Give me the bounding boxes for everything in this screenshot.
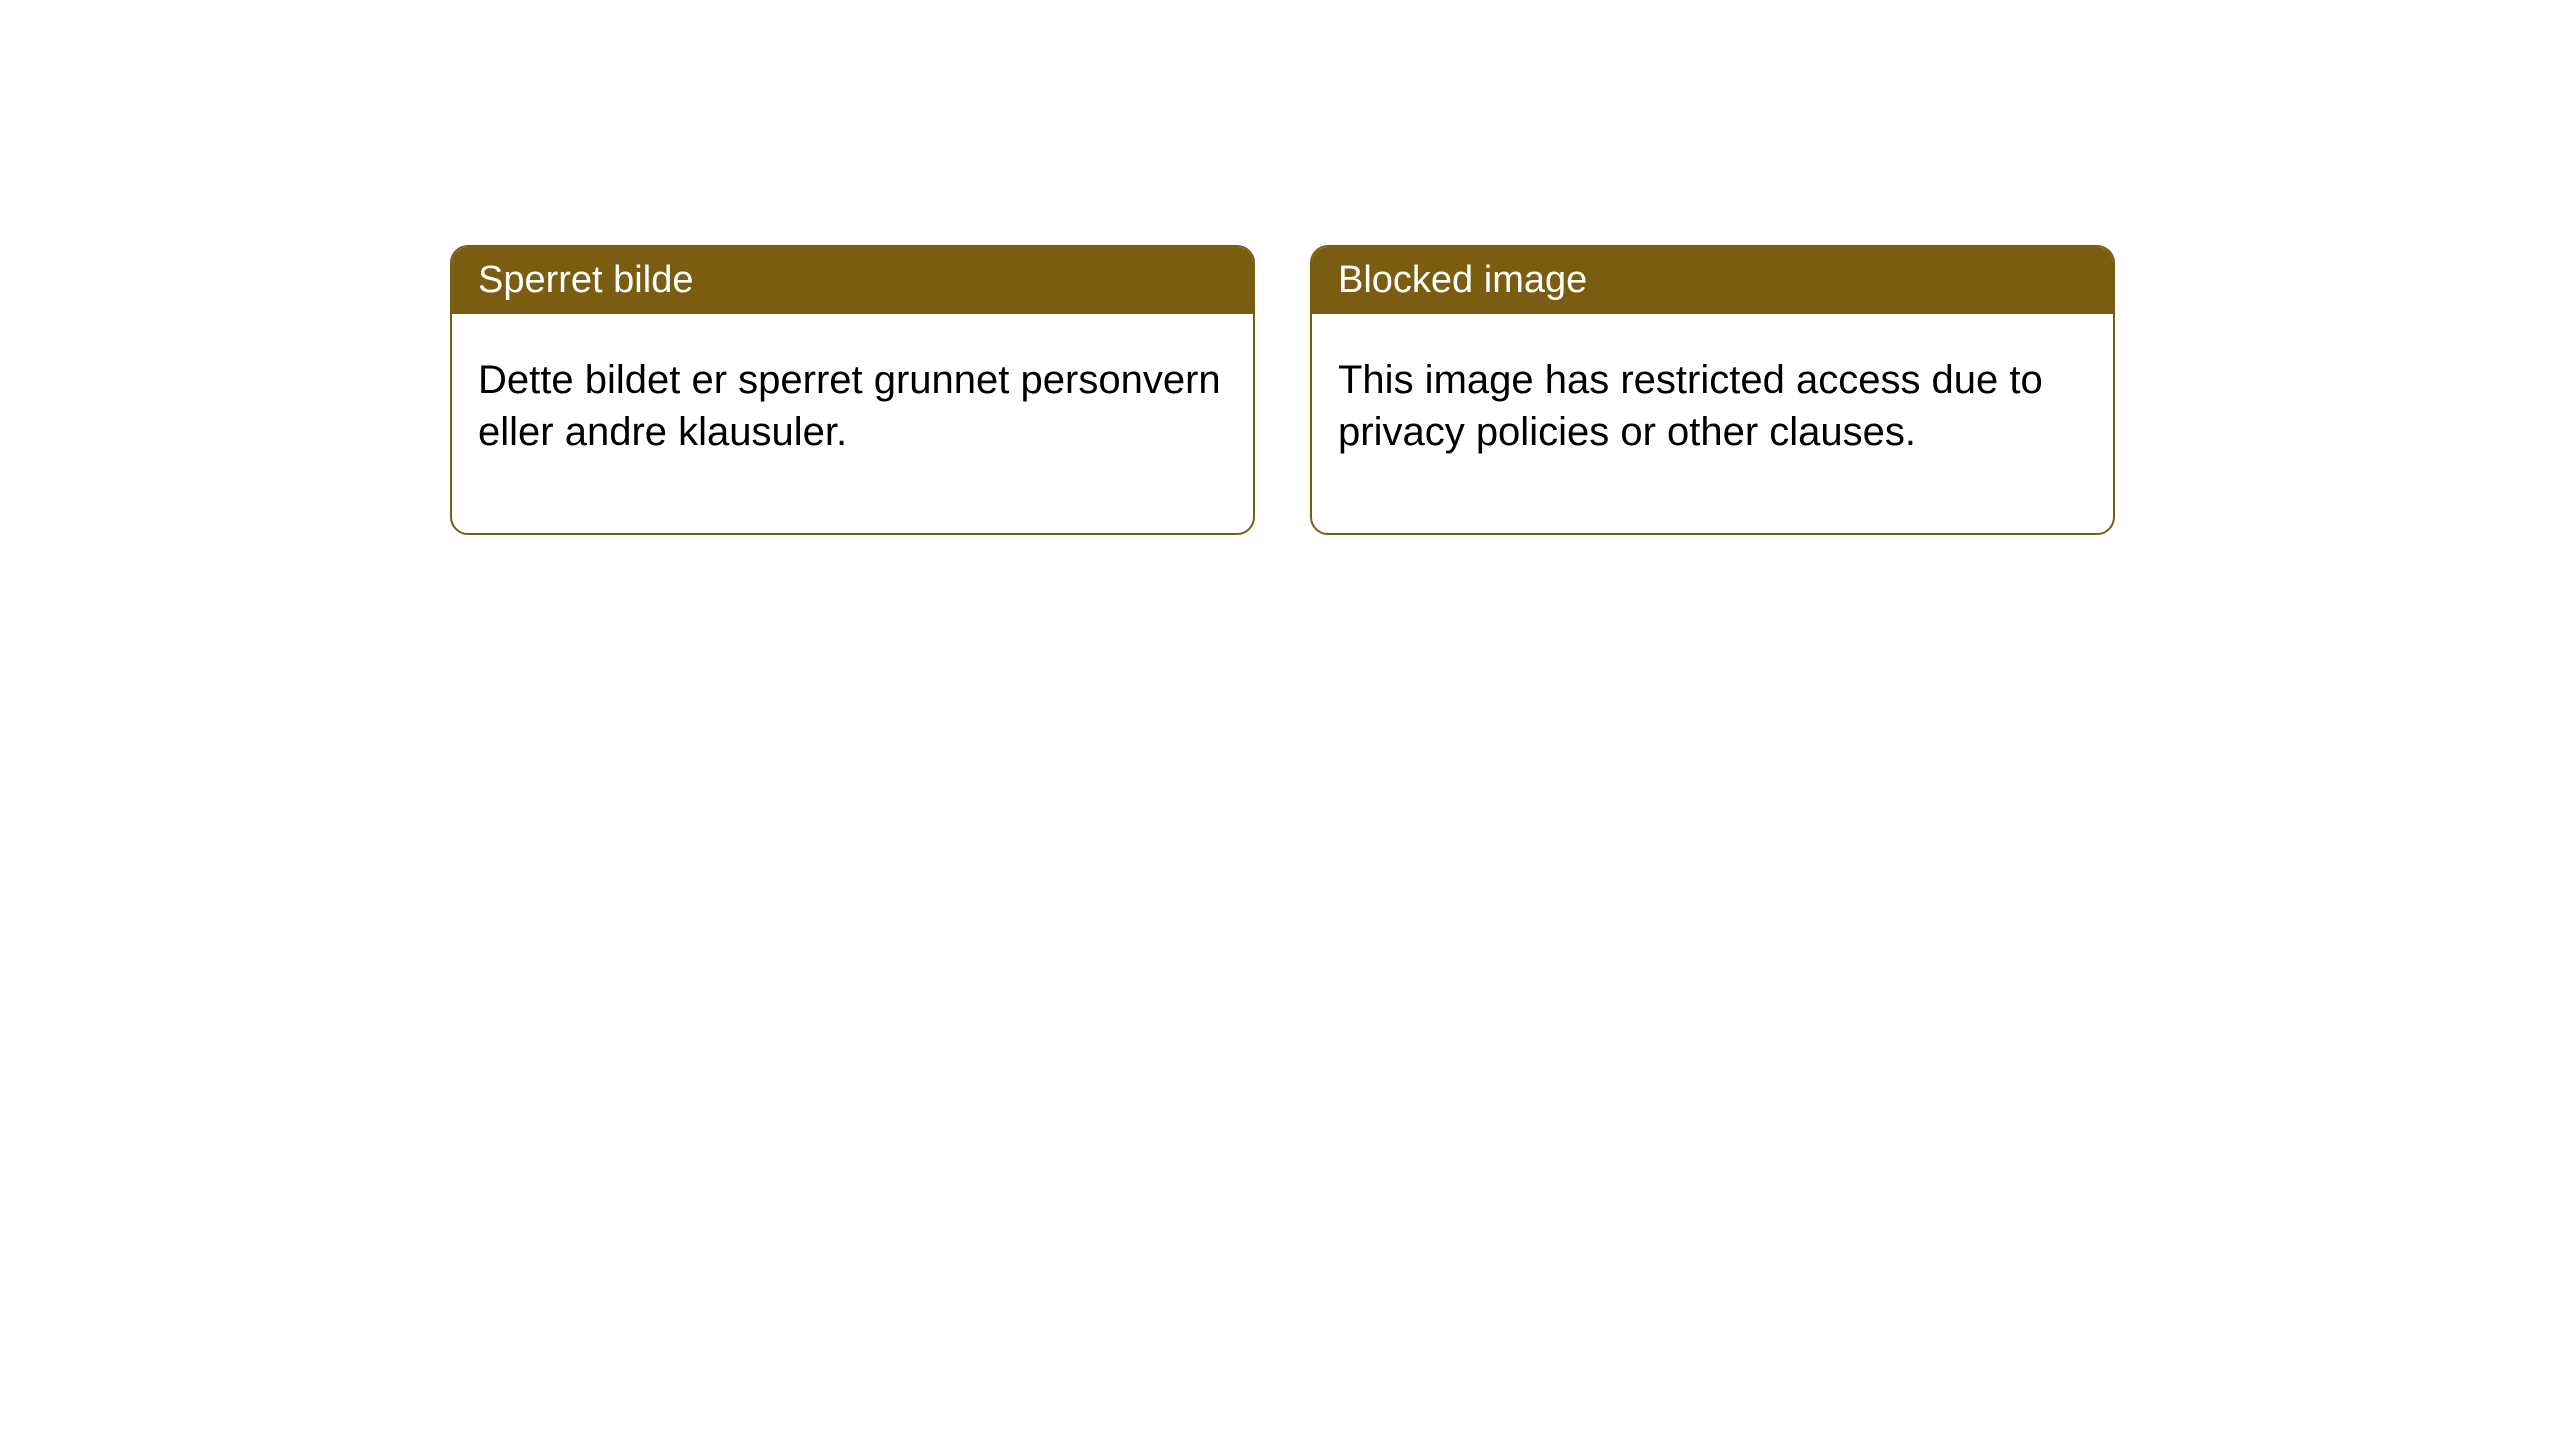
card-header: Sperret bilde <box>452 247 1253 314</box>
cards-container: Sperret bilde Dette bildet er sperret gr… <box>450 245 2560 535</box>
notice-card-english: Blocked image This image has restricted … <box>1310 245 2115 535</box>
card-title: Blocked image <box>1338 259 1587 301</box>
card-body: Dette bildet er sperret grunnet personve… <box>452 314 1253 533</box>
card-message: Dette bildet er sperret grunnet personve… <box>478 358 1221 454</box>
card-message: This image has restricted access due to … <box>1338 358 2043 454</box>
card-body: This image has restricted access due to … <box>1312 314 2113 533</box>
notice-card-norwegian: Sperret bilde Dette bildet er sperret gr… <box>450 245 1255 535</box>
card-header: Blocked image <box>1312 247 2113 314</box>
card-title: Sperret bilde <box>478 259 693 301</box>
